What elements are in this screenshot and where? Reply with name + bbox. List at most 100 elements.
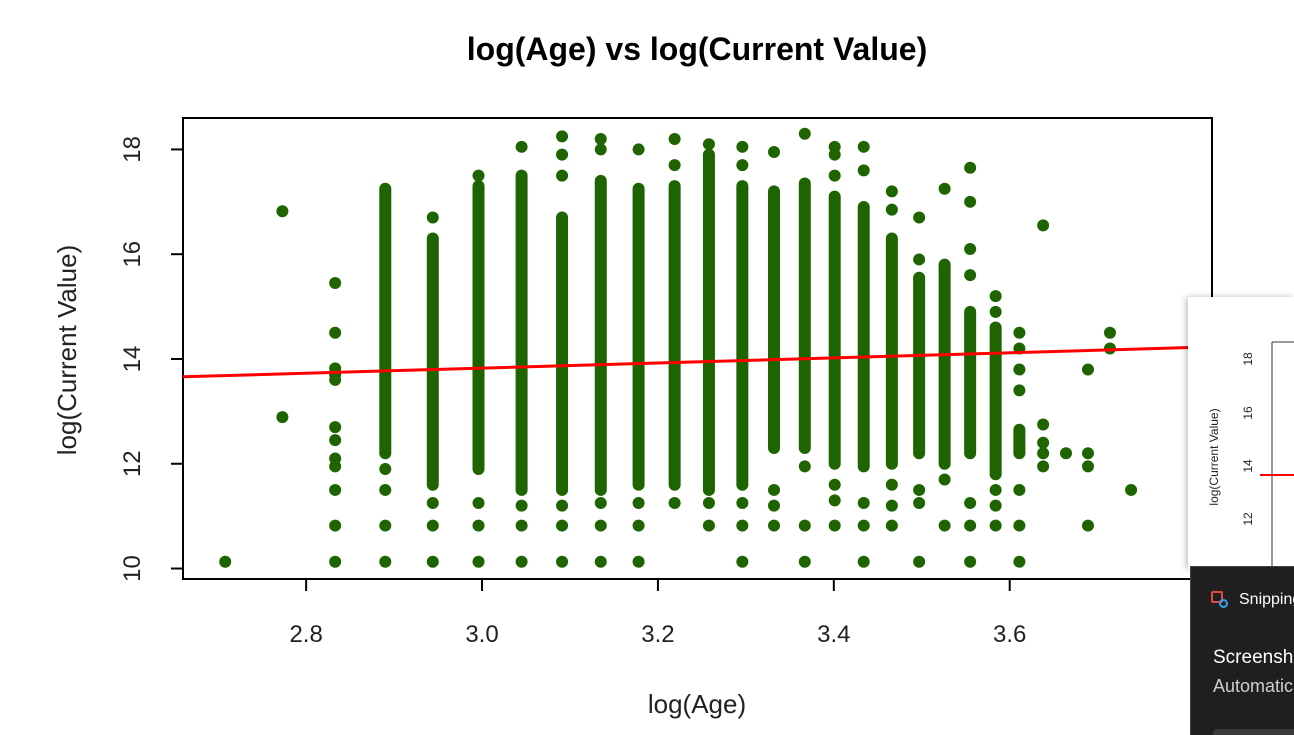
y-tick-label: 16 [119,241,146,268]
dense-column-9 [736,180,749,491]
data-point [885,519,898,532]
data-point [964,555,977,568]
dense-column-1 [426,232,439,491]
data-point [885,185,898,198]
data-point [1081,519,1094,532]
data-point [798,519,811,532]
notification-action-bar[interactable] [1213,729,1294,735]
data-point [1037,219,1050,232]
data-point [472,497,485,510]
data-point [702,138,715,151]
data-point [515,555,528,568]
dense-column-4 [556,211,569,496]
chart-title: log(Age) vs log(Current Value) [467,31,927,67]
snipping-tool-notification[interactable]: Snipping Tool Screenshot copied to clipb… [1190,566,1294,735]
data-point [768,499,781,512]
data-point [594,497,607,510]
dense-column-19 [1013,423,1026,460]
data-point [379,519,392,532]
data-point [379,483,392,496]
data-point [857,140,870,153]
data-point [556,169,569,182]
thumbnail-y-tick-16: 16 [1241,406,1255,420]
data-point [1037,436,1050,449]
screenshot-thumbnail[interactable]: log(Current Value) 18 16 14 12 [1188,297,1294,569]
dense-column-3 [515,169,528,496]
data-point [668,497,681,510]
data-point [1013,363,1026,376]
data-point [632,519,645,532]
dense-column-15 [913,271,926,460]
plot-frame [182,117,1213,580]
x-tick-label: 3.4 [817,621,850,648]
data-point [276,411,289,424]
data-point [329,277,342,290]
y-tick-label: 18 [119,136,146,163]
dense-column-5 [594,174,607,496]
data-point [938,182,951,195]
x-tick-label: 3.6 [993,621,1026,648]
data-point [1103,326,1116,339]
data-point [964,195,977,208]
data-point [989,483,1002,496]
data-point [1013,519,1026,532]
dense-column-10 [768,185,781,455]
data-point [736,159,749,172]
dense-column-14 [885,232,898,470]
data-point [379,555,392,568]
data-point [276,205,289,218]
data-point [828,478,841,491]
data-point [1037,447,1050,460]
data-point [594,132,607,145]
trend-line [182,345,1213,379]
dense-point-columns [379,148,1026,496]
data-point [857,497,870,510]
y-tick-label: 14 [119,346,146,373]
dense-column-13 [857,201,870,473]
snipping-tool-icon [1211,591,1229,609]
dense-column-8 [702,148,715,496]
dense-column-7 [668,180,681,491]
data-point [857,164,870,177]
data-point [1013,326,1026,339]
dense-column-18 [989,321,1002,481]
trend-line-group [182,345,1213,379]
thumbnail-chart: log(Current Value) 18 16 14 12 [1207,341,1294,569]
data-point [556,519,569,532]
data-point [515,140,528,153]
data-point [426,519,439,532]
data-point [556,555,569,568]
data-point [913,253,926,266]
data-point [885,478,898,491]
data-point [964,497,977,510]
data-point [329,519,342,532]
data-point [426,497,439,510]
data-point [798,460,811,473]
data-point [472,555,485,568]
data-point [964,161,977,174]
data-point [472,169,485,182]
data-point [329,421,342,434]
x-tick-label: 3.0 [465,621,498,648]
data-point [828,148,841,161]
data-point [964,519,977,532]
data-point [426,211,439,224]
notification-header: Snipping Tool [1211,591,1294,609]
data-point [768,519,781,532]
y-tick-label: 10 [119,555,146,582]
data-point [329,373,342,386]
data-point [736,497,749,510]
thumbnail-y-tick-14: 14 [1241,459,1255,473]
data-point [329,326,342,339]
data-point [885,203,898,216]
data-point [329,483,342,496]
data-point [668,159,681,172]
data-point [964,269,977,282]
data-point [594,519,607,532]
data-point [828,519,841,532]
data-point [1013,555,1026,568]
data-point [556,499,569,512]
data-point [989,499,1002,512]
data-point [515,519,528,532]
data-point [594,143,607,156]
